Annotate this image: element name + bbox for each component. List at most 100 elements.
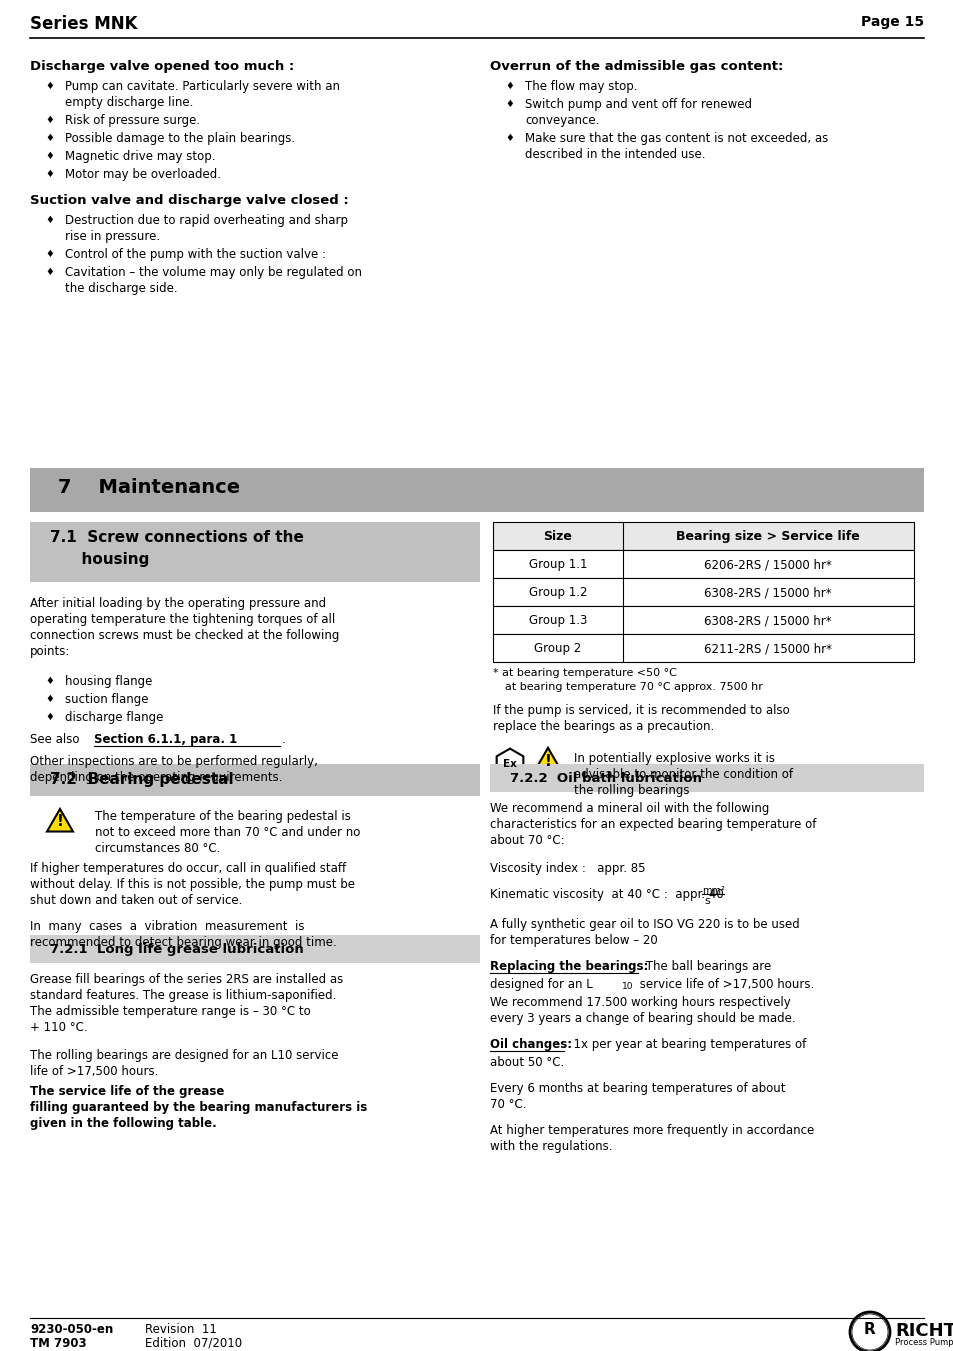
Text: 6308-2RS / 15000 hr*: 6308-2RS / 15000 hr* — [703, 613, 831, 627]
Bar — [30, 935, 479, 963]
Text: Every 6 months at bearing temperatures of about
70 °C.: Every 6 months at bearing temperatures o… — [490, 1082, 784, 1111]
Text: The rolling bearings are designed for an L10 service
life of >17,500 hours.: The rolling bearings are designed for an… — [30, 1048, 338, 1078]
Text: ♦: ♦ — [504, 99, 514, 109]
Text: Possible damage to the plain bearings.: Possible damage to the plain bearings. — [65, 132, 294, 145]
Text: Cavitation – the volume may only be regulated on
the discharge side.: Cavitation – the volume may only be regu… — [65, 266, 361, 295]
Text: service life of >17,500 hours.: service life of >17,500 hours. — [636, 978, 814, 992]
Text: Group 2: Group 2 — [534, 642, 581, 655]
Text: 10: 10 — [621, 982, 633, 992]
Text: Overrun of the admissible gas content:: Overrun of the admissible gas content: — [490, 59, 782, 73]
Text: ♦: ♦ — [45, 115, 53, 126]
Text: If the pump is serviced, it is recommended to also
replace the bearings as a pre: If the pump is serviced, it is recommend… — [493, 704, 789, 734]
Text: Destruction due to rapid overheating and sharp
rise in pressure.: Destruction due to rapid overheating and… — [65, 213, 348, 243]
Text: Ex: Ex — [502, 759, 517, 769]
Text: Process Pumps & Valves: Process Pumps & Valves — [894, 1337, 953, 1347]
Text: 7.1  Screw connections of the: 7.1 Screw connections of the — [50, 530, 304, 544]
Text: ♦: ♦ — [45, 151, 53, 161]
Text: Group 1.1: Group 1.1 — [528, 558, 587, 571]
Text: !: ! — [56, 815, 63, 830]
Text: .: . — [282, 734, 286, 746]
Text: Discharge valve opened too much :: Discharge valve opened too much : — [30, 59, 294, 73]
Text: housing: housing — [50, 553, 150, 567]
Text: Page 15: Page 15 — [860, 15, 923, 28]
Text: Kinematic viscosity  at 40 °C :  appr. 40: Kinematic viscosity at 40 °C : appr. 40 — [490, 888, 727, 901]
Text: The flow may stop.: The flow may stop. — [524, 80, 637, 93]
Text: Pump can cavitate. Particularly severe with an
empty discharge line.: Pump can cavitate. Particularly severe w… — [65, 80, 339, 109]
Bar — [493, 578, 913, 607]
Text: Motor may be overloaded.: Motor may be overloaded. — [65, 168, 221, 181]
Text: mm²: mm² — [701, 886, 724, 896]
Text: ♦: ♦ — [45, 249, 53, 259]
Bar — [493, 521, 913, 550]
Text: 6206-2RS / 15000 hr*: 6206-2RS / 15000 hr* — [703, 558, 831, 571]
Text: about 50 °C.: about 50 °C. — [490, 1056, 563, 1069]
Text: We recommend a mineral oil with the following
characteristics for an expected be: We recommend a mineral oil with the foll… — [490, 802, 816, 847]
Text: The ball bearings are: The ball bearings are — [641, 961, 770, 973]
Circle shape — [849, 1312, 889, 1351]
Text: discharge flange: discharge flange — [65, 711, 163, 724]
Text: ♦: ♦ — [504, 132, 514, 143]
Text: ♦: ♦ — [504, 81, 514, 91]
Text: s: s — [703, 896, 709, 907]
Text: The service life of the grease
filling guaranteed by the bearing manufacturers i: The service life of the grease filling g… — [30, 1085, 367, 1129]
Bar — [30, 765, 479, 796]
Text: ♦: ♦ — [45, 712, 53, 721]
Polygon shape — [47, 809, 73, 831]
Text: ♦: ♦ — [45, 215, 53, 226]
Bar — [30, 467, 923, 512]
Polygon shape — [534, 748, 561, 771]
Text: Grease fill bearings of the series 2RS are installed as
standard features. The g: Grease fill bearings of the series 2RS a… — [30, 973, 343, 1034]
Text: 7.2.2  Oil bath lubrication: 7.2.2 Oil bath lubrication — [510, 771, 701, 785]
Text: The temperature of the bearing pedestal is
not to exceed more than 70 °C and und: The temperature of the bearing pedestal … — [95, 811, 360, 855]
Text: Risk of pressure surge.: Risk of pressure surge. — [65, 113, 200, 127]
Text: Revision  11: Revision 11 — [145, 1323, 216, 1336]
Bar — [490, 765, 923, 792]
Text: Group 1.3: Group 1.3 — [528, 613, 587, 627]
Text: at bearing temperature 70 °C approx. 7500 hr: at bearing temperature 70 °C approx. 750… — [504, 682, 762, 692]
Text: 1x per year at bearing temperatures of: 1x per year at bearing temperatures of — [565, 1038, 805, 1051]
Text: designed for an L: designed for an L — [490, 978, 592, 992]
Text: Switch pump and vent off for renewed
conveyance.: Switch pump and vent off for renewed con… — [524, 99, 751, 127]
Text: Oil changes:: Oil changes: — [490, 1038, 572, 1051]
Text: 7.2.1  Long life grease lubrication: 7.2.1 Long life grease lubrication — [50, 943, 303, 957]
Text: TM 7903: TM 7903 — [30, 1337, 87, 1350]
Text: Other inspections are to be performed regularly,
depending on the operating requ: Other inspections are to be performed re… — [30, 755, 317, 784]
Text: * at bearing temperature <50 °C: * at bearing temperature <50 °C — [493, 667, 677, 678]
Bar — [493, 550, 913, 578]
Text: ♦: ♦ — [45, 267, 53, 277]
Text: ♦: ♦ — [45, 676, 53, 686]
Text: Viscosity index :   appr. 85: Viscosity index : appr. 85 — [490, 862, 645, 875]
Text: 7    Maintenance: 7 Maintenance — [58, 478, 240, 497]
Text: R: R — [863, 1323, 875, 1337]
Text: ♦: ♦ — [45, 132, 53, 143]
Text: Section 6.1.1, para. 1: Section 6.1.1, para. 1 — [94, 734, 237, 746]
Text: We recommend 17.500 working hours respectively
every 3 years a change of bearing: We recommend 17.500 working hours respec… — [490, 996, 795, 1025]
Text: housing flange: housing flange — [65, 676, 152, 688]
Text: At higher temperatures more frequently in accordance
with the regulations.: At higher temperatures more frequently i… — [490, 1124, 814, 1152]
Text: ♦: ♦ — [45, 169, 53, 178]
Text: After initial loading by the operating pressure and
operating temperature the ti: After initial loading by the operating p… — [30, 597, 339, 658]
Text: 6308-2RS / 15000 hr*: 6308-2RS / 15000 hr* — [703, 586, 831, 598]
Text: ♦: ♦ — [45, 694, 53, 704]
Text: Suction valve and discharge valve closed :: Suction valve and discharge valve closed… — [30, 195, 349, 207]
Text: RICHTER: RICHTER — [894, 1323, 953, 1340]
Text: Series MNK: Series MNK — [30, 15, 137, 32]
Text: Make sure that the gas content is not exceeded, as
described in the intended use: Make sure that the gas content is not ex… — [524, 132, 827, 161]
Text: In  many  cases  a  vibration  measurement  is
recommended to detect bearing wea: In many cases a vibration measurement is… — [30, 920, 336, 948]
Text: 7.2  Bearing pedestal: 7.2 Bearing pedestal — [50, 771, 233, 788]
Text: In potentially explosive works it is
advisable to monitor the condition of
the r: In potentially explosive works it is adv… — [574, 753, 792, 797]
Text: If higher temperatures do occur, call in qualified staff
without delay. If this : If higher temperatures do occur, call in… — [30, 862, 355, 907]
Text: Replacing the bearings:: Replacing the bearings: — [490, 961, 648, 973]
Text: !: ! — [544, 754, 551, 770]
Text: ♦: ♦ — [45, 81, 53, 91]
Text: See also: See also — [30, 734, 83, 746]
Text: A fully synthetic gear oil to ISO VG 220 is to be used
for temperatures below – : A fully synthetic gear oil to ISO VG 220… — [490, 917, 799, 947]
Text: suction flange: suction flange — [65, 693, 149, 707]
Text: Control of the pump with the suction valve :: Control of the pump with the suction val… — [65, 249, 326, 261]
Text: Group 1.2: Group 1.2 — [528, 586, 587, 598]
Text: Bearing size > Service life: Bearing size > Service life — [676, 530, 859, 543]
Bar — [493, 634, 913, 662]
Text: Magnetic drive may stop.: Magnetic drive may stop. — [65, 150, 215, 163]
Bar — [30, 521, 479, 582]
Text: 9230-050-en: 9230-050-en — [30, 1323, 113, 1336]
